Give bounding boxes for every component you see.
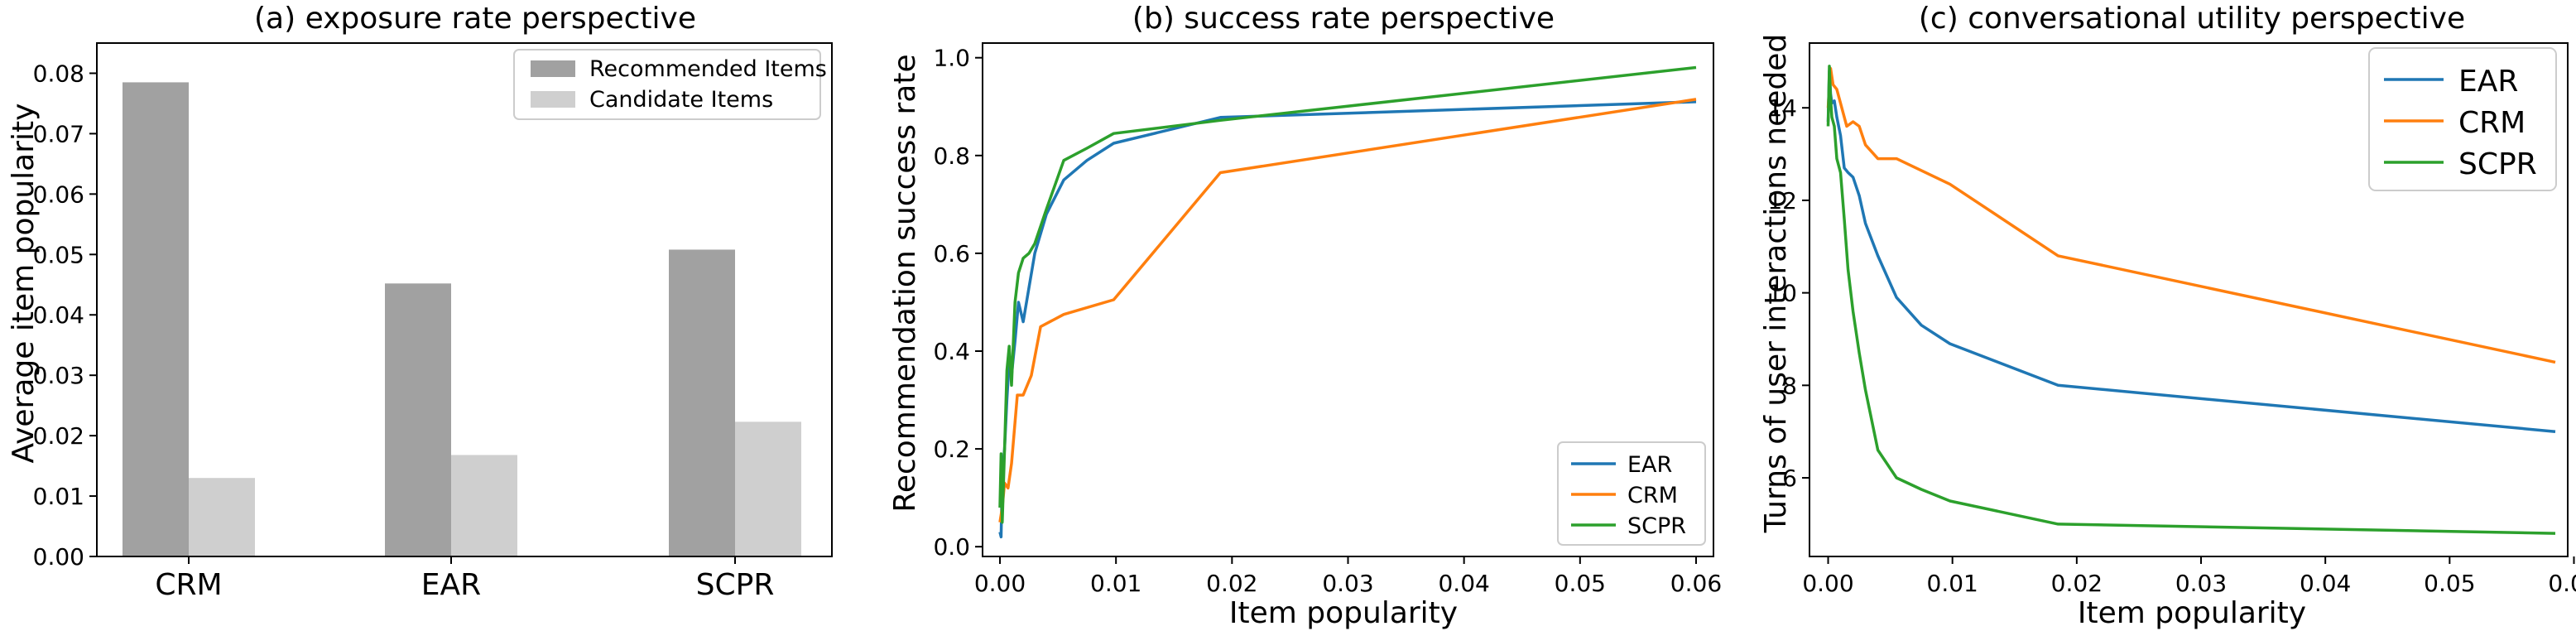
panel-b-y-tick-label: 0.8 <box>933 142 970 170</box>
line-crm <box>1826 66 2556 364</box>
panel-a-y-tick-label: 0.06 <box>33 181 84 208</box>
panel-b-y-tick-label: 0.0 <box>933 533 970 561</box>
panel-c-y-tick-label: 6 <box>1782 465 1797 492</box>
panel-b-x-tick-label: 0.01 <box>1090 570 1141 597</box>
panel-a-legend: Recommended Items Candidate Items <box>513 49 827 120</box>
panel-b-legend: EAR CRM SCPR <box>1557 441 1706 546</box>
panel-b-y-axis-label: Recommendation success rate <box>888 54 922 512</box>
panel-c-y-axis: 6 8 10 12 14 <box>1767 94 1809 492</box>
panel-b-x-axis: 0.00 0.01 0.02 0.03 0.04 0.05 0.06 <box>974 556 1722 597</box>
panel-a-y-tick-label: 0.02 <box>33 422 84 450</box>
panel-a-y-tick-label: 0.05 <box>33 241 84 268</box>
panel-c-x-tick-label: 0.04 <box>2300 570 2351 597</box>
panel-a-y-axis: 0.00 0.01 0.02 0.03 0.04 0.05 0.06 0.07 … <box>33 60 97 571</box>
panel-a-y-tick-label: 0.07 <box>33 120 84 147</box>
panel-a-plot-frame <box>96 42 833 557</box>
panel-c-y-tick-label: 12 <box>1767 187 1797 214</box>
bar-recommended-ear <box>385 283 451 556</box>
panel-b-x-tick-label: 0.02 <box>1206 570 1257 597</box>
panel-b-y-axis: 0.0 0.2 0.4 0.6 0.8 1.0 <box>933 45 983 561</box>
panel-c-x-axis: 0.00 0.01 0.02 0.03 0.04 0.05 0.06 <box>1802 556 2576 597</box>
panel-c-x-tick-label: 0.03 <box>2175 570 2227 597</box>
panel-c-y-tick-label: 8 <box>1782 372 1797 399</box>
panel-b-x-tick-label: 0.04 <box>1438 570 1489 597</box>
panel-c-x-tick-label: 0.00 <box>1802 570 1853 597</box>
legend-label-recommended: Recommended Items <box>589 56 827 82</box>
legend-label-ear: EAR <box>1627 452 1672 478</box>
panel-c-y-tick-label: 10 <box>1767 280 1797 307</box>
legend-swatch-recommended <box>531 60 575 77</box>
panel-c-title: (c) conversational utility perspective <box>1919 2 2465 36</box>
bar-candidate-scpr <box>735 421 801 556</box>
panel-b-lines <box>998 65 1697 539</box>
panel-c-lines <box>1826 65 2556 535</box>
panel-c-legend-box <box>2368 47 2557 191</box>
panel-a-x-axis: CRM EAR SCPR <box>155 556 774 602</box>
panel-b-plot-frame <box>982 42 1714 557</box>
panel-b-x-tick-label: 0.03 <box>1322 570 1373 597</box>
panel-b-x-tick-label: 0.00 <box>974 570 1026 597</box>
panel-a-category-label: SCPR <box>696 568 775 602</box>
bar-candidate-crm <box>189 478 255 556</box>
panel-b-x-tick-label: 0.06 <box>1670 570 1722 597</box>
legend-label-candidate: Candidate Items <box>589 87 773 113</box>
panel-b-y-tick-label: 0.6 <box>933 240 970 267</box>
panel-a-title: (a) exposure rate perspective <box>254 2 696 36</box>
panel-exposure-rate: (a) exposure rate perspective Average it… <box>7 2 833 602</box>
panel-a-y-tick-label: 0.04 <box>33 301 84 329</box>
panel-a-category-label: EAR <box>421 568 481 602</box>
panel-c-legend: EAR CRM SCPR <box>2368 47 2557 191</box>
panel-b-title: (b) success rate perspective <box>1132 2 1555 36</box>
panel-a-y-tick-label: 0.03 <box>33 362 84 389</box>
legend-label-crm: CRM <box>2458 106 2526 140</box>
legend-label-scpr: SCPR <box>2458 147 2537 181</box>
panel-b-x-tick-label: 0.05 <box>1555 570 1606 597</box>
bar-candidate-ear <box>451 455 517 556</box>
bar-recommended-scpr <box>669 249 735 556</box>
panel-a-legend-box <box>513 49 821 120</box>
panel-c-x-tick-label: 0.01 <box>1927 570 1978 597</box>
panel-a-y-tick-label: 0.00 <box>33 543 84 571</box>
legend-label-ear: EAR <box>2458 65 2518 99</box>
panel-b-x-axis-label: Item popularity <box>1229 596 1458 630</box>
line-scpr <box>1826 65 2556 535</box>
bar-recommended-crm <box>123 82 189 557</box>
panel-b-legend-box <box>1557 441 1706 546</box>
panel-conversational-utility: (c) conversational utility perspective T… <box>1759 2 2576 630</box>
panel-b-y-tick-label: 1.0 <box>933 45 970 72</box>
panel-a-y-axis-label: Average item popularity <box>7 104 41 464</box>
panel-b-y-tick-label: 0.2 <box>933 436 970 463</box>
legend-swatch-candidate <box>531 91 575 108</box>
panel-success-rate: (b) success rate perspective Recommendat… <box>888 2 1722 630</box>
panel-c-plot-frame <box>1809 42 2569 557</box>
panel-c-y-tick-label: 14 <box>1767 94 1797 122</box>
line-scpr <box>998 65 1697 524</box>
panel-c-y-axis-label: Turns of user interactions needed <box>1759 34 1793 534</box>
legend-label-scpr: SCPR <box>1627 513 1686 539</box>
panel-c-x-tick-label: 0.02 <box>2051 570 2103 597</box>
panel-a-category-label: CRM <box>155 568 222 602</box>
panel-c-x-tick-label: 0.06 <box>2548 570 2576 597</box>
panel-a-y-tick-label: 0.08 <box>33 60 84 87</box>
panel-a-bars <box>123 82 801 557</box>
panel-c-x-tick-label: 0.05 <box>2424 570 2475 597</box>
panel-a-y-tick-label: 0.01 <box>33 483 84 510</box>
panel-b-y-tick-label: 0.4 <box>933 338 970 365</box>
panel-c-x-axis-label: Item popularity <box>2078 596 2306 630</box>
legend-label-crm: CRM <box>1627 483 1678 508</box>
